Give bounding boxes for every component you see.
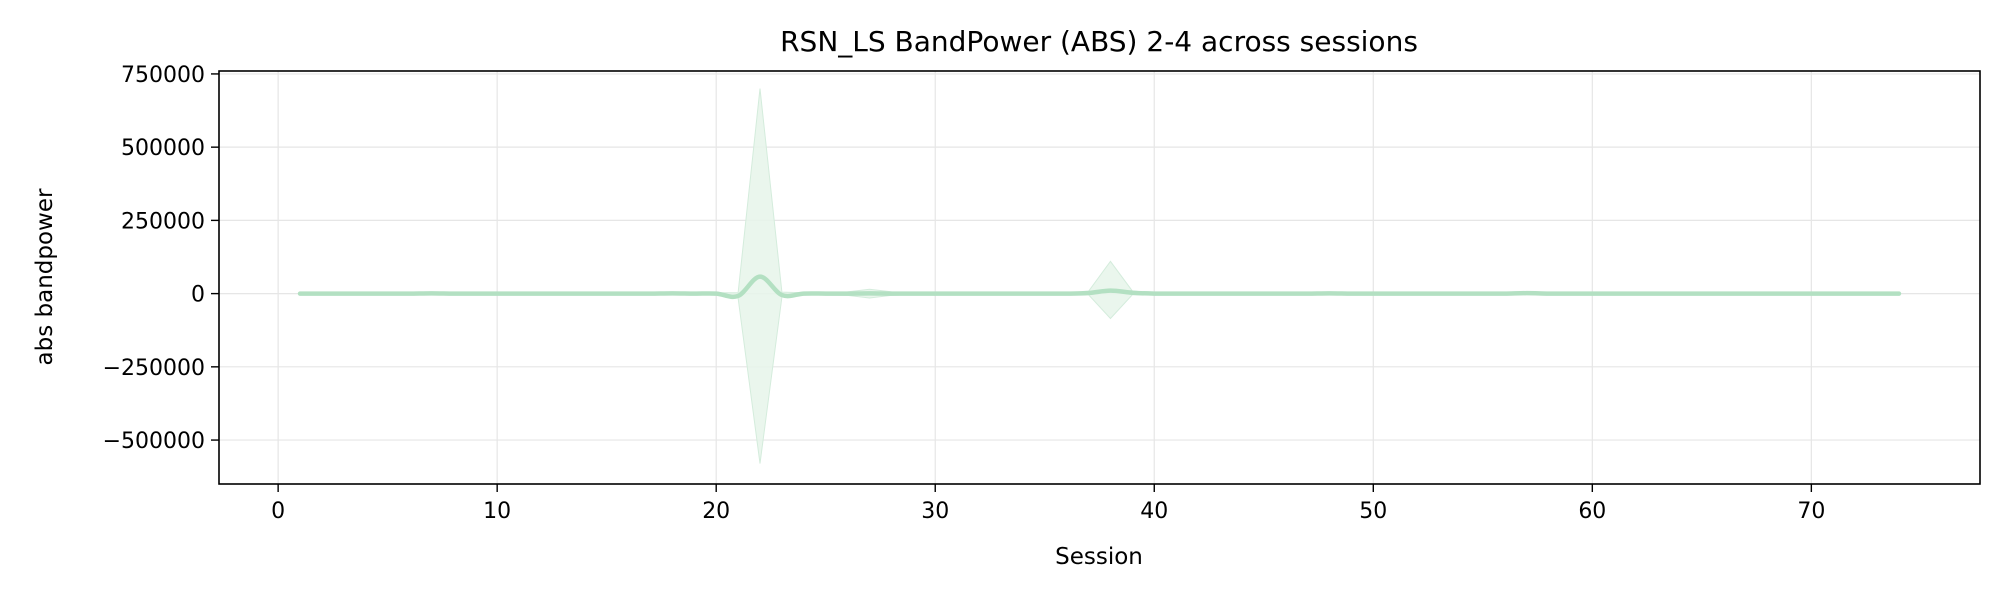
x-axis-title: Session bbox=[1055, 544, 1143, 570]
y-axis-ticks: 750000 500000 250000 0 −250000 −500000 bbox=[103, 63, 219, 454]
plot-frame bbox=[218, 70, 1981, 485]
x-tick-label: 70 bbox=[1797, 499, 1825, 524]
y-tick-label: −500000 bbox=[103, 429, 205, 454]
y-tick-label: −250000 bbox=[103, 356, 205, 381]
x-tick-label: 30 bbox=[921, 499, 949, 524]
chart-title: RSN_LS BandPower (ABS) 2-4 across sessio… bbox=[780, 25, 1418, 58]
x-tick-label: 20 bbox=[702, 499, 730, 524]
y-axis-title: abs bandpower bbox=[32, 188, 58, 365]
x-tick-label: 40 bbox=[1140, 499, 1168, 524]
x-tick-label: 60 bbox=[1578, 499, 1606, 524]
y-tick-label: 500000 bbox=[121, 136, 205, 161]
series-lines bbox=[297, 274, 1902, 300]
y-tick-label: 250000 bbox=[121, 209, 205, 234]
series-line bbox=[297, 274, 1902, 300]
x-axis-ticks: 0 10 20 30 40 50 60 70 bbox=[271, 484, 1825, 524]
x-tick-label: 10 bbox=[483, 499, 511, 524]
x-tick-label: 50 bbox=[1359, 499, 1387, 524]
x-tick-label: 0 bbox=[271, 499, 285, 524]
y-tick-label: 750000 bbox=[121, 63, 205, 88]
y-tick-label: 0 bbox=[191, 283, 205, 308]
